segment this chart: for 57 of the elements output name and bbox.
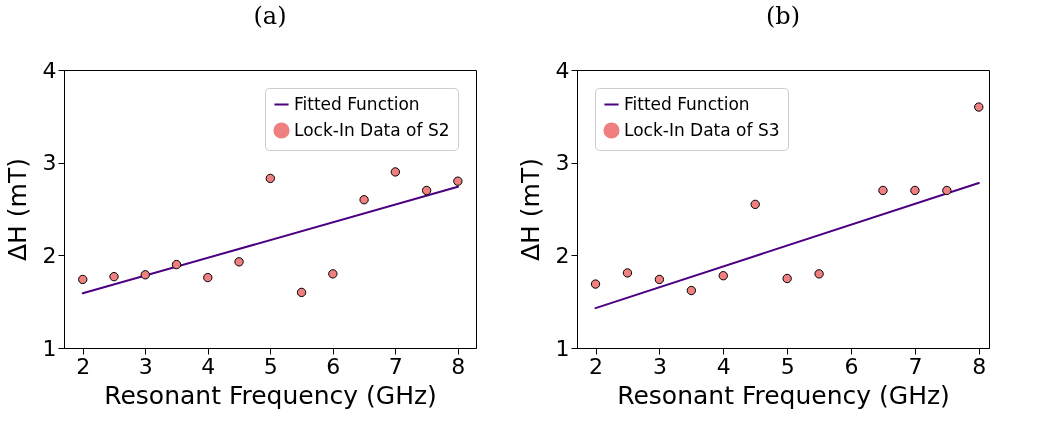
point	[782, 273, 792, 284]
chart-title: (b)	[765, 2, 801, 30]
x-tick-label: 8	[451, 353, 466, 379]
y-tick-label: 2	[555, 242, 570, 268]
x-axis-title: Resonant Frequency (GHz)	[104, 380, 437, 410]
point	[390, 167, 401, 177]
point	[974, 102, 984, 112]
point	[328, 269, 338, 279]
point	[878, 185, 888, 196]
x-tick-label: 6	[326, 353, 341, 379]
y-axis-title: ΔH (mT)	[2, 158, 32, 261]
x-tick-label: 7	[908, 353, 923, 379]
point	[590, 279, 601, 289]
y-axis-title: ΔH (mT)	[515, 158, 545, 261]
point	[750, 199, 760, 210]
y-tick-label: 3	[555, 150, 570, 176]
y-tick-label: 4	[555, 57, 570, 83]
point	[814, 269, 824, 279]
x-tick-label: 2	[76, 353, 91, 379]
point	[359, 195, 369, 205]
x-tick-label: 8	[972, 353, 987, 379]
point	[109, 271, 119, 282]
y-tick-label: 1	[555, 335, 570, 361]
point	[296, 287, 307, 298]
x-tick-label: 7	[388, 353, 403, 379]
x-tick-label: 4	[716, 353, 731, 379]
x-tick-label: 2	[589, 353, 604, 379]
point	[234, 257, 244, 267]
legend-label: Lock-In Data of S3	[624, 119, 780, 140]
y-tick-label: 4	[42, 57, 57, 83]
point	[942, 185, 952, 196]
point	[78, 274, 88, 285]
y-tick-label: 1	[42, 335, 57, 361]
point	[654, 274, 665, 285]
point	[622, 268, 633, 278]
y-tick-label: 2	[42, 242, 57, 268]
point	[140, 270, 150, 280]
point	[171, 259, 182, 270]
x-tick-label: 3	[652, 353, 667, 379]
point	[453, 176, 463, 186]
point	[910, 185, 920, 196]
y-tick-label: 3	[42, 150, 57, 176]
point	[718, 271, 728, 281]
point	[265, 173, 275, 184]
x-tick-label: 4	[201, 353, 216, 379]
point	[203, 272, 213, 283]
x-tick-label: 5	[263, 353, 278, 379]
point	[686, 285, 697, 296]
chart-title: (a)	[253, 2, 287, 30]
x-tick-label: 6	[844, 353, 859, 379]
point	[421, 185, 432, 196]
x-tick-label: 3	[138, 353, 153, 379]
legend-label: Lock-In Data of S2	[294, 119, 450, 140]
x-tick-label: 5	[780, 353, 795, 379]
legend-label: Fitted Function	[624, 93, 750, 114]
x-axis-title: Resonant Frequency (GHz)	[617, 380, 950, 410]
legend-label: Fitted Function	[294, 93, 420, 114]
